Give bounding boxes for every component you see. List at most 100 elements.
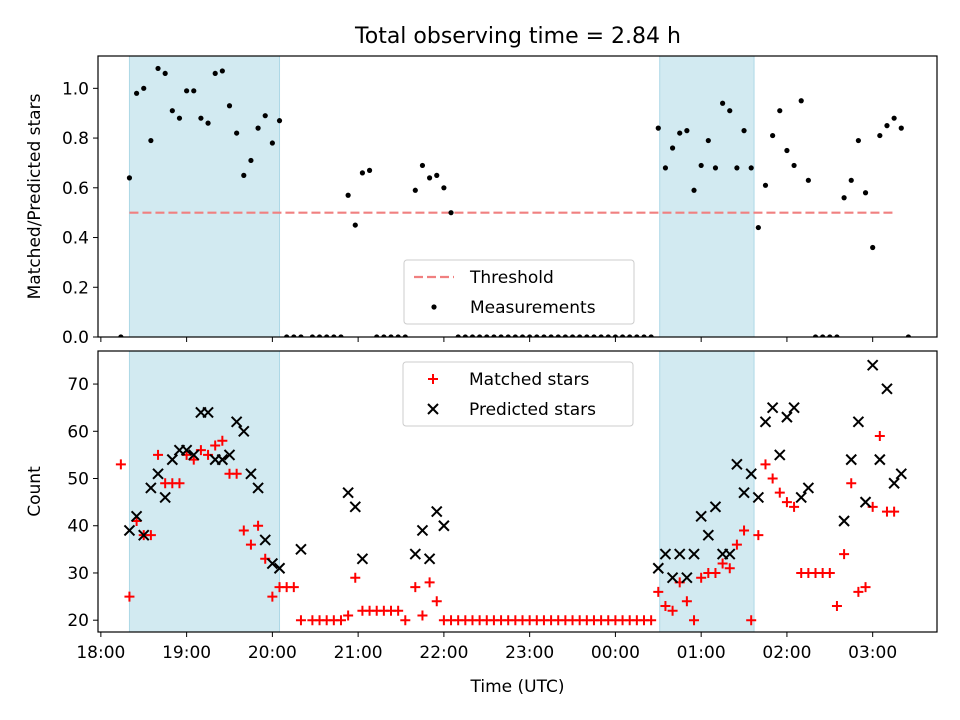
- ratio-panel: 0.0 0.2 0.4 0.6 0.8 1.0 Matched/Predicted star…: [25, 55, 938, 348]
- predicted-point: [766, 401, 779, 414]
- predicted-point: [159, 491, 171, 504]
- predicted-point: [145, 482, 157, 494]
- measurement-point: [898, 125, 904, 131]
- measurement-point: [712, 165, 719, 171]
- predicted-point: [731, 458, 743, 471]
- matched-point: [350, 572, 361, 583]
- matched-point: [153, 449, 164, 460]
- measurement-point: [748, 165, 754, 171]
- measurement-point: [612, 334, 619, 337]
- measurement-point: [498, 334, 504, 337]
- measurement-point: [352, 222, 358, 228]
- measurement-point: [634, 334, 640, 337]
- matched-point: [846, 478, 857, 489]
- count-panel: 20 30 40 50 60 70 18:00 19:00 20:00 21:00 22:00 23:…: [25, 350, 938, 697]
- predicted-point: [266, 557, 279, 570]
- predicted-point: [874, 453, 886, 466]
- measurement-point: [598, 334, 604, 337]
- measurement-point: [662, 165, 669, 171]
- predicted-point: [666, 571, 679, 584]
- matched-point: [174, 478, 185, 489]
- predicted-point: [188, 449, 200, 461]
- predicted-point: [259, 534, 271, 546]
- predicted-point: [752, 491, 765, 504]
- legend-box: [402, 361, 634, 427]
- matched-point: [831, 601, 842, 612]
- measurement-point: [891, 115, 897, 121]
- measurement-point: [198, 115, 204, 121]
- measurement-point: [477, 334, 483, 337]
- measurement-point: [805, 177, 811, 183]
- legend-matched-swatch: [428, 374, 438, 384]
- measurement-point: [812, 334, 819, 337]
- predicted-point: [216, 453, 229, 466]
- predicted-point: [123, 524, 136, 537]
- matched-point: [267, 591, 278, 602]
- plot-content: [118, 65, 912, 337]
- measurement-point: [491, 334, 497, 337]
- measurement-point: [126, 175, 133, 181]
- measurement-point: [705, 137, 711, 144]
- predicted-point: [416, 524, 429, 537]
- predicted-point: [230, 416, 243, 428]
- measurement-point: [169, 108, 175, 114]
- measurement-point: [381, 334, 387, 337]
- predicted-point: [659, 548, 672, 560]
- matched-point: [400, 615, 411, 626]
- matched-point: [343, 610, 354, 621]
- measurement-point: [791, 162, 797, 169]
- measurement-point: [512, 334, 518, 337]
- predicted-point: [802, 482, 815, 494]
- measurement-point: [324, 334, 330, 337]
- measurement-point: [469, 334, 476, 337]
- predicted-point: [273, 562, 286, 574]
- predicted-point: [788, 401, 800, 414]
- matched-point: [245, 539, 256, 550]
- measurement-point: [141, 85, 147, 91]
- measurement-point: [434, 172, 440, 178]
- matched-point: [753, 530, 764, 541]
- matched-point: [253, 520, 264, 531]
- x-tick-label: 20:00: [248, 643, 297, 663]
- measurement-point: [541, 334, 547, 337]
- matched-point: [774, 487, 785, 498]
- measurement-point: [555, 334, 561, 337]
- measurement-point: [841, 195, 847, 201]
- measurement-point: [584, 334, 590, 337]
- matched-point: [710, 567, 721, 578]
- measurement-point: [359, 170, 366, 176]
- matched-point: [295, 615, 306, 626]
- x-axis-label: Time (UTC): [470, 677, 565, 697]
- predicted-point: [845, 453, 857, 466]
- legend-measurement-swatch: [431, 304, 437, 310]
- x-tick-label: 21:00: [334, 643, 383, 663]
- measurement-point: [118, 334, 124, 337]
- x-tick-label: 00:00: [591, 643, 640, 663]
- predicted-point: [431, 505, 443, 518]
- measurement-point: [848, 177, 854, 183]
- predicted-point: [738, 486, 750, 499]
- measurement-point: [770, 132, 776, 139]
- shaded-interval: [128, 55, 281, 338]
- measurement-point: [505, 334, 511, 337]
- predicted-point: [152, 468, 164, 480]
- measurement-point: [269, 140, 275, 146]
- predicted-point: [438, 520, 450, 532]
- matched-point: [696, 572, 707, 583]
- matched-point: [860, 582, 871, 593]
- measurement-point: [148, 137, 154, 144]
- measurement-point: [548, 334, 554, 337]
- measurement-point: [762, 182, 769, 188]
- predicted-point: [681, 571, 693, 584]
- predicted-point: [695, 510, 707, 523]
- plot-content: [115, 359, 907, 626]
- matched-point: [424, 577, 435, 588]
- predicted-point: [130, 510, 143, 523]
- matched-point: [417, 610, 428, 621]
- matched-point: [839, 549, 850, 560]
- matched-point: [667, 605, 678, 616]
- measurement-point: [155, 65, 161, 72]
- matched-point: [717, 558, 728, 569]
- measurement-point: [462, 334, 468, 337]
